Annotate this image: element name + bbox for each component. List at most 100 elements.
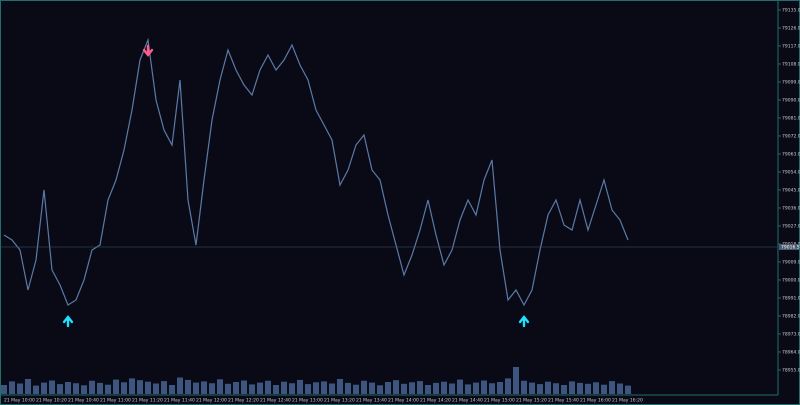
- volume-bar: [129, 378, 135, 394]
- y-tick-label: 79063.00: [782, 152, 800, 158]
- x-tick-label: 21 May 13:20: [324, 398, 355, 404]
- volume-bar: [577, 382, 583, 394]
- volume-bar: [513, 367, 519, 394]
- volume-bar: [161, 381, 167, 394]
- volume-bar: [313, 382, 319, 394]
- volume-bar: [545, 381, 551, 394]
- volume-bar: [433, 382, 439, 394]
- x-tick-label: 21 May 15:00: [484, 398, 515, 404]
- volume-bar: [193, 382, 199, 394]
- y-tick-label: 78973.00: [782, 332, 800, 338]
- x-tick-label: 21 May 11:40: [164, 398, 195, 404]
- volume-bar: [249, 384, 255, 394]
- y-tick-label: 79036.00: [782, 206, 800, 212]
- volume-bar: [81, 385, 87, 394]
- y-tick-label: 79126.00: [782, 26, 800, 32]
- y-tick-label: 79117.00: [782, 44, 800, 50]
- volume-bar: [393, 380, 399, 394]
- y-tick-label: 78991.00: [782, 296, 800, 302]
- volume-bar: [233, 382, 239, 394]
- volume-bar: [305, 384, 311, 394]
- y-tick-label: 79009.00: [782, 260, 800, 266]
- volume-bar: [465, 384, 471, 394]
- volume-bar: [457, 379, 463, 394]
- y-tick-label: 78964.00: [782, 350, 800, 356]
- volume-bar: [153, 383, 159, 394]
- volume-bar: [137, 380, 143, 394]
- x-tick-label: 21 May 16:00: [580, 398, 611, 404]
- price-line: [3, 37, 629, 307]
- volume-bar: [9, 381, 15, 394]
- volume-bar: [537, 384, 543, 394]
- volume-bar: [593, 382, 599, 394]
- x-tick-label: 21 May 12:00: [196, 398, 227, 404]
- volume-bar: [105, 384, 111, 394]
- volume-bar: [609, 381, 615, 394]
- volume-bar: [441, 381, 447, 394]
- volume-bar: [49, 380, 55, 394]
- signal-arrow: [142, 44, 154, 57]
- volume-bar: [569, 381, 575, 394]
- volume-bar: [417, 381, 423, 394]
- volume-bar: [425, 385, 431, 394]
- y-tick-label: 79099.00: [782, 80, 800, 86]
- volume-bar: [57, 384, 63, 394]
- volume-bar: [321, 381, 327, 394]
- volume-bar: [617, 383, 623, 394]
- y-tick-label: 79135.00: [782, 8, 800, 14]
- x-tick-label: 21 May 10:00: [4, 398, 35, 404]
- y-tick-label: 79081.00: [782, 116, 800, 122]
- volume-bar: [145, 381, 151, 394]
- y-tick-label: 78982.00: [782, 314, 800, 320]
- x-tick-label: 21 May 11:00: [100, 398, 131, 404]
- x-tick-label: 21 May 14:00: [388, 398, 419, 404]
- x-tick-label: 21 May 15:40: [548, 398, 579, 404]
- volume-bar: [353, 384, 359, 394]
- volume-bar: [521, 380, 527, 394]
- signal-arrow: [518, 315, 530, 328]
- volume-bar: [449, 383, 455, 394]
- volume-bar: [273, 385, 279, 394]
- volume-bar: [41, 382, 47, 394]
- volume-bar: [241, 380, 247, 394]
- volume-bar: [169, 385, 175, 394]
- x-tick-label: 21 May 14:20: [420, 398, 451, 404]
- volume-bar: [473, 382, 479, 394]
- volume-bar: [225, 383, 231, 394]
- last-price-label: 79016.50: [781, 245, 800, 251]
- volume-bar: [65, 382, 71, 394]
- volume-bar: [369, 382, 375, 394]
- x-tick-label: 21 May 16:20: [612, 398, 643, 404]
- volume-bar: [497, 382, 503, 394]
- volume-bar: [257, 382, 263, 394]
- volume-bar: [489, 383, 495, 394]
- volume-bar: [297, 379, 303, 394]
- volume-bar: [121, 382, 127, 394]
- y-tick-label: 79072.00: [782, 134, 800, 140]
- volume-bar: [185, 379, 191, 394]
- y-tick-label: 79045.00: [782, 188, 800, 194]
- volume-bar: [289, 383, 295, 394]
- volume-bar: [25, 379, 31, 394]
- y-tick-label: 79000.00: [782, 278, 800, 284]
- volume-bar: [17, 383, 23, 394]
- volume-bar: [361, 380, 367, 394]
- volume-bar: [265, 380, 271, 394]
- volume-bar: [73, 383, 79, 394]
- x-tick-label: 21 May 14:40: [452, 398, 483, 404]
- x-tick-label: 21 May 10:20: [36, 398, 67, 404]
- volume-bar: [529, 382, 535, 394]
- x-tick-label: 21 May 13:40: [356, 398, 387, 404]
- x-tick-label: 21 May 11:20: [132, 398, 163, 404]
- y-tick-label: 79054.00: [782, 170, 800, 176]
- volume-bar: [345, 382, 351, 394]
- volume-bar: [481, 380, 487, 394]
- volume-bar: [177, 377, 183, 394]
- volume-bar: [33, 385, 39, 394]
- y-tick-label: 79108.00: [782, 62, 800, 68]
- volume-bar: [1, 385, 7, 394]
- volume-bar: [281, 381, 287, 394]
